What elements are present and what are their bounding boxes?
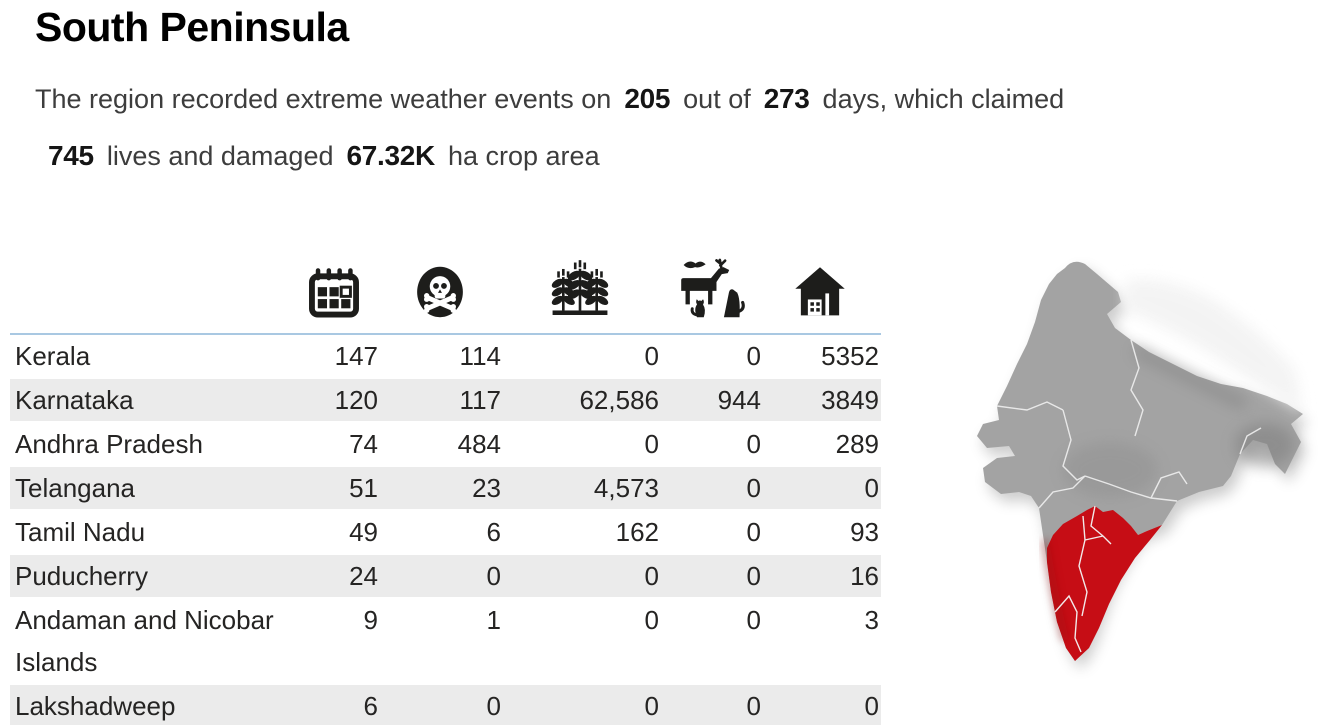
table-row[interactable]: Puducherry 24 0 0 0 16 [10, 555, 881, 599]
page-title: South Peninsula [35, 4, 349, 50]
deaths-value: 23 [472, 473, 501, 503]
deaths-column-header[interactable] [378, 248, 501, 333]
animals-value: 0 [746, 473, 761, 503]
days-value: 120 [334, 385, 378, 415]
narrative-text: The region recorded extreme weather even… [35, 84, 612, 114]
event-days-value: 205 [624, 83, 671, 114]
state-name: Tamil Nadu [15, 517, 146, 547]
days-value: 49 [349, 517, 378, 547]
india-relief-map[interactable] [935, 240, 1341, 725]
narrative-text: lives and damaged [106, 141, 334, 171]
table-row[interactable]: Telangana 51 23 4,573 0 0 [10, 467, 881, 511]
state-borders [996, 339, 1262, 509]
total-days-value: 273 [763, 83, 810, 114]
crop-area-value: 67.32K [346, 140, 435, 171]
table-row[interactable]: Andhra Pradesh 74 484 0 0 289 [10, 423, 881, 467]
weather-events-table: Kerala 147 114 0 0 5352 Karnataka 120 11… [10, 248, 881, 725]
skull-crossbones-icon [416, 266, 463, 318]
table-row[interactable]: Kerala 147 114 0 0 5352 [10, 335, 881, 379]
narrative-text: out of [683, 84, 751, 114]
state-name: Puducherry [15, 561, 148, 591]
crops-icon [551, 260, 609, 315]
houses-column-header[interactable] [761, 248, 879, 333]
animals-value: 0 [746, 605, 761, 635]
wheat-stalk-right [585, 268, 609, 311]
days-value: 147 [334, 341, 378, 371]
crop-area-value: 4,573 [593, 473, 659, 503]
state-column-header[interactable] [10, 248, 290, 333]
animals-value: 944 [717, 385, 761, 415]
animals-value: 0 [746, 341, 761, 371]
state-name: Lakshadweep [15, 691, 176, 721]
animals-value: 0 [746, 517, 761, 547]
houses-value: 0 [864, 473, 879, 503]
deaths-value: 1 [486, 605, 501, 635]
narrative-line-2: 745 lives and damaged 67.32K ha crop area [35, 127, 1315, 184]
deaths-value: 114 [459, 341, 501, 371]
narrative-text: days, which claimed [822, 84, 1065, 114]
india-landmass [977, 261, 1303, 661]
houses-value: 5352 [821, 341, 879, 371]
crop-area-value: 62,586 [579, 385, 659, 415]
table-row[interactable]: Andaman and Nicobar Islands 9 1 0 0 3 [10, 599, 881, 685]
houses-value: 0 [864, 691, 879, 721]
house-icon [795, 267, 845, 316]
days-value: 6 [363, 691, 378, 721]
animals-icon [681, 258, 745, 318]
state-name: Karnataka [15, 385, 134, 415]
lives-value: 745 [48, 140, 94, 171]
crop-area-value: 0 [644, 429, 659, 459]
crop-area-value: 162 [615, 517, 659, 547]
houses-value: 93 [850, 517, 879, 547]
state-name: Andaman and Nicobar Islands [15, 605, 274, 677]
table-row[interactable]: Lakshadweep 6 0 0 0 0 [10, 685, 881, 725]
animals-column-header[interactable] [659, 248, 761, 333]
narrative-text: ha crop area [447, 141, 600, 171]
crop-column-header[interactable] [501, 248, 659, 333]
south-state-borders [1054, 505, 1112, 653]
state-name: Andhra Pradesh [15, 429, 203, 459]
houses-value: 16 [850, 561, 879, 591]
deaths-value: 117 [459, 385, 501, 415]
crop-area-value: 0 [644, 341, 659, 371]
houses-value: 3 [864, 605, 879, 635]
summary-narrative: The region recorded extreme weather even… [35, 70, 1315, 184]
table-row[interactable]: Tamil Nadu 49 6 162 0 93 [10, 511, 881, 555]
state-name: Kerala [15, 341, 91, 371]
days-column-header[interactable] [290, 248, 378, 333]
days-value: 9 [363, 605, 378, 635]
deaths-value: 6 [486, 517, 501, 547]
deaths-value: 0 [486, 561, 501, 591]
state-name: Telangana [15, 473, 135, 503]
calendar-icon [309, 268, 359, 318]
houses-value: 3849 [821, 385, 879, 415]
days-value: 74 [349, 429, 378, 459]
crop-area-value: 0 [644, 605, 659, 635]
days-value: 51 [349, 473, 378, 503]
crop-area-value: 0 [644, 561, 659, 591]
houses-value: 289 [835, 429, 879, 459]
narrative-line-1: The region recorded extreme weather even… [35, 70, 1315, 127]
animals-value: 0 [746, 691, 761, 721]
crop-area-value: 0 [644, 691, 659, 721]
animals-value: 0 [746, 429, 761, 459]
animals-value: 0 [746, 561, 761, 591]
south-peninsula-highlight[interactable] [1041, 505, 1162, 661]
table-row[interactable]: Karnataka 120 117 62,586 944 3849 [10, 379, 881, 423]
days-value: 24 [349, 561, 378, 591]
table-header [10, 248, 881, 335]
deaths-value: 484 [457, 429, 501, 459]
deaths-value: 0 [486, 691, 501, 721]
